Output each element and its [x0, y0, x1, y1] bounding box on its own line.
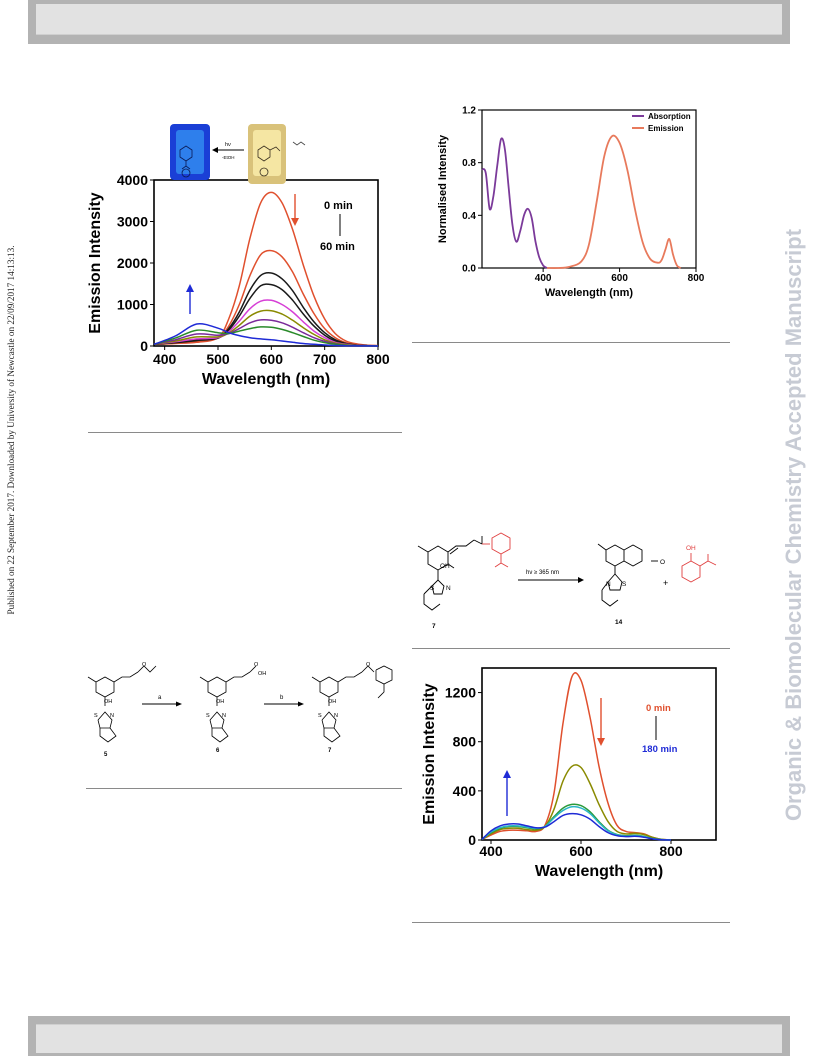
compound-7-label: 7	[432, 623, 436, 630]
watermark: Organic & Biomolecular Chemistry Accepte…	[774, 125, 814, 925]
publication-note-text: Published on 22 September 2017. Download…	[6, 245, 16, 615]
photolysis-scheme: OH S N 7 hν ≥ 365 nm O N S 14 + OH	[417, 532, 717, 630]
annotation-end: 60 min	[320, 241, 355, 253]
x-tick-label: 500	[206, 351, 230, 367]
y-tick-label: 0.4	[462, 211, 476, 222]
legend-entry: Absorption	[648, 112, 691, 121]
y-tick-label: 0.8	[462, 158, 476, 169]
y-axis-label: Normalised Intensity	[437, 134, 449, 243]
y-tick-label: 1200	[445, 684, 476, 700]
figure-left-rule	[88, 432, 402, 433]
oh-label-5: OH	[104, 699, 112, 705]
series-line-1	[481, 672, 672, 841]
y-tick-label: 0	[468, 832, 476, 848]
s-label-7: S	[318, 713, 322, 719]
figure-right-top-rule	[412, 342, 730, 343]
annotation-start: 0 min	[324, 200, 353, 212]
oh-label-start: OH	[440, 563, 450, 570]
y-tick-label: 0.0	[462, 264, 476, 275]
series-line-2	[546, 134, 682, 269]
plot-frame	[481, 109, 697, 269]
series-line-2	[153, 249, 379, 347]
x-tick-label: 400	[535, 273, 552, 284]
x-tick-label: 400	[153, 351, 177, 367]
hv-label: hν	[225, 142, 231, 148]
scheme-synthesis-rule	[86, 788, 402, 789]
series-line-9	[153, 322, 379, 347]
n-label-5: N	[110, 713, 114, 719]
annotation-end-right: 180 min	[642, 744, 678, 755]
y-tick-label: 1000	[117, 296, 148, 312]
oh-label-6: OH	[216, 699, 224, 705]
y-tick-label: 400	[453, 783, 477, 799]
s-label-start: S	[430, 585, 435, 592]
plot-frame	[481, 667, 717, 841]
compound-7-synth-label: 7	[328, 748, 332, 754]
compound-6-label: 6	[216, 748, 220, 754]
y-tick-label: 2000	[117, 255, 148, 271]
synthesis-scheme: O O OH O OH OH OH S N S N S N a b 5 6 7	[87, 662, 393, 758]
series-line-1	[481, 137, 548, 269]
x-tick-label: 800	[659, 843, 683, 859]
series-line-1	[153, 191, 379, 347]
scheme-photolysis-rule	[412, 648, 730, 649]
annotation-start-right: 0 min	[646, 703, 671, 714]
compound-5-label: 5	[104, 752, 108, 758]
x-tick-label: 700	[313, 351, 337, 367]
y-axis-label: Emission Intensity	[421, 683, 438, 824]
svg-text:O: O	[254, 662, 259, 668]
step-a-label: a	[158, 695, 162, 701]
watermark-text: Organic & Biomolecular Chemistry Accepte…	[781, 228, 806, 822]
series-line-5	[481, 812, 672, 841]
emission-chart-left: 400 500 600 700 800 0 1000 2000 3000 4000 Waveleng…	[87, 124, 390, 388]
s-label-product: S	[622, 581, 627, 588]
compound-14-label: 14	[615, 619, 623, 626]
y-tick-label: 4000	[117, 172, 148, 188]
svg-text:O: O	[142, 662, 147, 668]
byproduct-label: -EtOH	[222, 155, 235, 160]
y-axis-label: Emission Intensity	[87, 192, 104, 333]
plus-sign: +	[663, 578, 668, 588]
series-line-2	[481, 764, 672, 841]
legend-entry: Emission	[648, 124, 684, 133]
x-axis-label: Wavelength (nm)	[202, 371, 330, 388]
n-label-start: N	[446, 585, 451, 592]
svg-text:OH: OH	[258, 671, 266, 677]
publication-note: Published on 22 September 2017. Download…	[0, 200, 22, 660]
carbonyl-o-label: O	[660, 559, 665, 566]
footer-band	[28, 1016, 790, 1056]
y-tick-label: 0	[140, 338, 148, 354]
s-label-6: S	[206, 713, 210, 719]
n-label-product: N	[606, 581, 611, 588]
x-tick-label: 600	[569, 843, 593, 859]
x-tick-label: 600	[260, 351, 284, 367]
x-tick-label: 400	[479, 843, 503, 859]
x-axis-label: Wavelength (nm)	[545, 287, 634, 299]
vial-inset: hν -EtOH	[170, 124, 306, 184]
oh-label-byproduct: OH	[686, 545, 696, 552]
step-b-label: b	[280, 695, 284, 701]
y-tick-label: 3000	[117, 213, 148, 229]
oh-label-7: OH	[328, 699, 336, 705]
x-tick-label: 800	[366, 351, 390, 367]
conditions-label: hν ≥ 365 nm	[526, 570, 559, 576]
x-tick-label: 800	[688, 273, 705, 284]
x-axis-label: Wavelength (nm)	[535, 863, 663, 880]
s-label-5: S	[94, 713, 98, 719]
y-tick-label: 800	[453, 734, 477, 750]
svg-text:O: O	[366, 662, 371, 668]
absorption-emission-chart: 400 600 800 0.0 0.4 0.8 1.2 Wavelength (nm) Norm…	[437, 106, 705, 300]
n-label-7: N	[334, 713, 338, 719]
header-band	[28, 0, 790, 44]
x-tick-label: 600	[611, 273, 628, 284]
y-tick-label: 1.2	[462, 106, 476, 117]
n-label-6: N	[222, 713, 226, 719]
figure-right-bottom-rule	[412, 922, 730, 923]
